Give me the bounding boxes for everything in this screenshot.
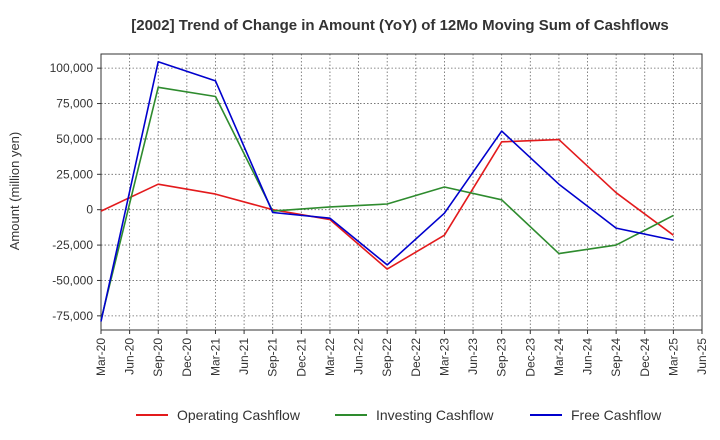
x-tick-label: Sep-22 [380, 338, 394, 377]
y-axis-label: Amount (million yen) [7, 132, 22, 251]
legend-label-free-cashflow: Free Cashflow [571, 407, 662, 423]
y-tick-label: 75,000 [56, 97, 93, 111]
x-tick-label: Jun-21 [237, 338, 251, 375]
x-tick-label: Sep-23 [495, 338, 509, 377]
legend-label-operating-cashflow: Operating Cashflow [177, 407, 301, 423]
plot-frame [100, 53, 703, 331]
series-line-free-cashflow [100, 60, 674, 322]
x-tick-label: Sep-21 [266, 338, 280, 377]
x-tick-label: Mar-21 [208, 338, 222, 376]
x-tick-label: Mar-24 [552, 338, 566, 376]
y-tick-label: 0 [86, 203, 93, 217]
y-tick-label: -50,000 [52, 273, 93, 287]
y-tick-label: -25,000 [52, 238, 93, 252]
y-tick-label: 100,000 [50, 61, 94, 75]
y-axis: -75,000 -50,000 -25,000 0 25,000 50,000 75,000… [50, 61, 101, 323]
x-tick-label: Mar-22 [323, 338, 337, 376]
x-tick-label: Jun-23 [466, 338, 480, 375]
x-tick-label: Sep-24 [609, 338, 623, 377]
grid [100, 54, 703, 330]
legend: Operating Cashflow Investing Cashflow Free… [136, 407, 662, 423]
x-tick-label: Jun-22 [352, 338, 366, 375]
chart-title: [2002] Trend of Change in Amount (YoY) o… [131, 17, 669, 34]
y-tick-label: 25,000 [56, 167, 93, 181]
x-tick-label: Mar-20 [94, 338, 108, 376]
x-tick-label: Dec-21 [294, 338, 308, 377]
x-axis: Mar-20 Jun-20 Sep-20 Dec-20 Mar-21 Jun-21 Sep-… [94, 330, 709, 377]
x-tick-label: Jun-25 [695, 338, 709, 375]
x-tick-label: Dec-22 [409, 338, 423, 377]
x-tick-label: Dec-20 [180, 338, 194, 377]
x-tick-label: Mar-23 [437, 338, 451, 376]
series-line-operating-cashflow [100, 138, 674, 270]
x-tick-label: Sep-20 [151, 338, 165, 377]
legend-label-investing-cashflow: Investing Cashflow [376, 407, 494, 423]
x-tick-label: Jun-20 [123, 338, 137, 375]
y-tick-label: 50,000 [56, 132, 93, 146]
x-tick-label: Dec-24 [638, 338, 652, 377]
x-tick-label: Jun-24 [581, 338, 595, 375]
x-tick-label: Dec-23 [523, 338, 537, 377]
x-tick-label: Mar-25 [666, 338, 680, 376]
series-line-investing-cashflow [100, 86, 674, 321]
y-tick-label: -75,000 [52, 309, 93, 323]
series-group [100, 60, 674, 322]
